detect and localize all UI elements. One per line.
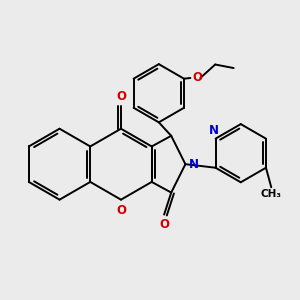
Text: N: N [209,124,219,137]
Text: O: O [159,218,169,231]
Text: O: O [116,204,126,217]
Text: O: O [116,90,126,103]
Text: O: O [193,71,202,85]
Text: CH₃: CH₃ [261,189,282,200]
Text: N: N [189,158,199,171]
